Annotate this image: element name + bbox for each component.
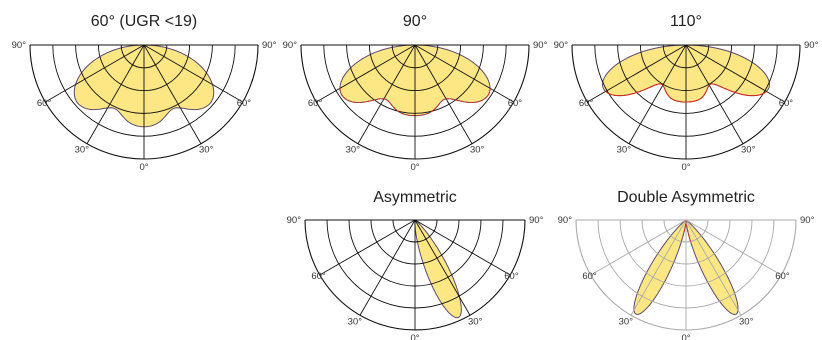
cutoff-line bbox=[339, 88, 491, 117]
diagram-title: 90° bbox=[403, 13, 427, 30]
angle-label-left-90: 90° bbox=[287, 215, 302, 226]
angle-label-left-90: 90° bbox=[554, 40, 569, 51]
polar-spoke bbox=[630, 219, 687, 316]
angle-label-right-90: 90° bbox=[529, 215, 544, 226]
cutoff-line bbox=[605, 83, 767, 103]
angle-label-right-60: 60° bbox=[779, 98, 794, 109]
polar-spoke bbox=[414, 219, 511, 276]
polar-grid bbox=[300, 44, 530, 160]
angle-label-right-90: 90° bbox=[800, 215, 815, 226]
polar-spoke bbox=[590, 219, 687, 276]
polar-diagram-double-asymmetric: Double Asymmetric 90° 90° 60° 60° 30° 30… bbox=[558, 189, 815, 340]
polar-spoke bbox=[685, 44, 744, 144]
polar-spoke bbox=[685, 219, 742, 316]
angle-label-right-30: 30° bbox=[468, 316, 483, 327]
polar-spoke bbox=[414, 44, 473, 144]
angle-label-left-60: 60° bbox=[308, 98, 323, 109]
polar-spoke bbox=[357, 44, 416, 144]
angle-label-left-90: 90° bbox=[12, 40, 27, 51]
angle-label-right-30: 30° bbox=[739, 316, 754, 327]
angle-label-right-30: 30° bbox=[199, 145, 214, 156]
angle-label-left-30: 30° bbox=[619, 316, 634, 327]
angle-label-right-30: 30° bbox=[741, 145, 756, 156]
angle-label-right-90: 90° bbox=[533, 40, 548, 51]
light-distribution-curve bbox=[414, 219, 462, 319]
diagram-title: 110° bbox=[670, 13, 702, 30]
polar-spoke bbox=[685, 219, 782, 276]
polar-spoke bbox=[45, 44, 145, 103]
polar-spoke bbox=[143, 44, 243, 103]
polar-spoke bbox=[143, 44, 202, 144]
polar-grid bbox=[575, 219, 797, 331]
polar-spoke bbox=[86, 44, 145, 144]
angle-label-left-30: 30° bbox=[346, 145, 361, 156]
angle-label-left-30: 30° bbox=[348, 316, 363, 327]
diagram-title: Double Asymmetric bbox=[617, 189, 755, 206]
angle-label-left-60: 60° bbox=[37, 98, 52, 109]
angle-label-right-60: 60° bbox=[508, 98, 523, 109]
angle-label-zero: 0° bbox=[681, 333, 690, 340]
polar-diagram-60-ugr: 60° (UGR <19) 90° 90° 60° 60° 30° 30° 0° bbox=[12, 13, 277, 173]
polar-spoke bbox=[628, 44, 687, 144]
angle-label-left-60: 60° bbox=[311, 271, 326, 282]
polar-spoke bbox=[587, 44, 687, 103]
angle-label-left-60: 60° bbox=[579, 98, 594, 109]
angle-label-left-30: 30° bbox=[617, 145, 632, 156]
diagram-title: 60° (UGR <19) bbox=[91, 13, 197, 30]
cutoff-line bbox=[680, 220, 692, 242]
angle-label-zero: 0° bbox=[410, 162, 419, 173]
angle-label-right-90: 90° bbox=[262, 40, 277, 51]
angle-label-zero: 0° bbox=[410, 333, 419, 340]
angle-label-left-30: 30° bbox=[75, 145, 90, 156]
angle-label-left-90: 90° bbox=[283, 40, 298, 51]
angle-label-left-90: 90° bbox=[558, 215, 573, 226]
polar-diagram-asymmetric: Asymmetric 90° 90° 60° 60° 30° 30° 0° bbox=[287, 189, 544, 340]
polar-grid bbox=[304, 219, 526, 331]
polar-spoke bbox=[316, 44, 416, 103]
polar-diagram-90: 90° 90° 90° 60° 60° 30° 30° 0° bbox=[283, 13, 548, 173]
polar-spoke bbox=[685, 44, 785, 103]
polar-diagram-110: 110° 90° 90° 60° 60° 30° 30° 0° bbox=[554, 13, 819, 173]
angle-label-zero: 0° bbox=[681, 162, 690, 173]
angle-label-right-30: 30° bbox=[470, 145, 485, 156]
angle-label-left-60: 60° bbox=[582, 271, 597, 282]
polar-spoke bbox=[319, 219, 416, 276]
polar-spoke bbox=[414, 219, 471, 316]
polar-spoke bbox=[359, 219, 416, 316]
angle-label-right-60: 60° bbox=[237, 98, 252, 109]
diagram-title: Asymmetric bbox=[373, 189, 457, 206]
angle-label-right-60: 60° bbox=[504, 271, 519, 282]
polar-spoke bbox=[414, 44, 514, 103]
angle-label-right-90: 90° bbox=[804, 40, 819, 51]
polar-grid bbox=[29, 44, 259, 160]
angle-label-right-60: 60° bbox=[775, 271, 790, 282]
angle-label-zero: 0° bbox=[139, 162, 148, 173]
